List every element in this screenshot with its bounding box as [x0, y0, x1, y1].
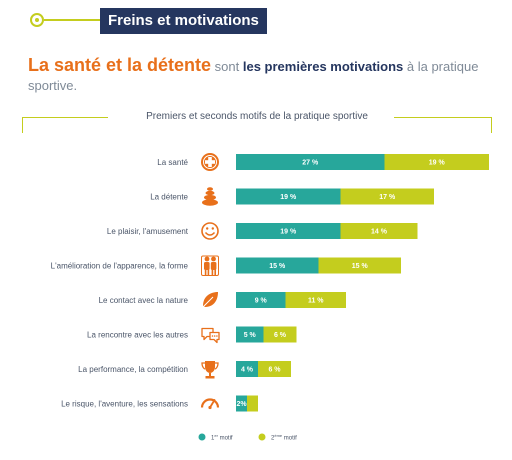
speech-bubbles-icon	[201, 327, 220, 344]
category-label-row-2: La détente	[150, 193, 188, 202]
bar-second-row-6	[263, 326, 297, 343]
value-label-second-row-6: 6 %	[274, 332, 287, 339]
headline: La santé et la détente sont les première…	[28, 56, 498, 95]
header-rule	[44, 19, 100, 21]
bar-second-row-1	[384, 154, 489, 170]
value-label-first-row-1: 27 %	[302, 160, 319, 167]
legend-entry-2: 2ème motif	[271, 433, 297, 442]
headline-highlight: La santé et la détente	[28, 55, 212, 75]
smiley-icon	[201, 222, 219, 240]
legend-marker-1	[198, 433, 206, 441]
bar-second-row-3	[340, 223, 418, 239]
bar-first-row-5	[236, 292, 286, 308]
section-title: Freins et motivations	[100, 8, 267, 34]
category-label-row-5: Le contact avec la nature	[99, 296, 189, 305]
value-label-first-row-7: 4 %	[241, 367, 254, 374]
trophy-icon	[201, 361, 219, 379]
bar-first-row-7	[236, 361, 258, 377]
health-cross-icon	[201, 153, 219, 171]
value-label-first-row-5: 9 %	[255, 298, 268, 305]
bar-second-row-4	[318, 257, 401, 274]
legend-marker-2	[258, 433, 266, 441]
bar-first-row-6	[236, 326, 264, 343]
bar-second-row-5	[285, 292, 346, 308]
bar-first-row-3	[236, 223, 341, 239]
people-icon	[201, 255, 219, 276]
header-dot-icon	[30, 13, 44, 27]
headline-text-2: à la pratique sportive.	[28, 59, 479, 93]
frame-rule-right	[394, 117, 492, 118]
bar-first-row-2	[236, 188, 341, 205]
frame-rule-left	[22, 117, 108, 118]
value-label-second-row-5: 11 %	[308, 298, 324, 305]
bar-second-row-2	[340, 188, 434, 205]
section-header: Freins et motivations	[30, 8, 267, 38]
stones-icon	[202, 187, 218, 206]
value-label-first-row-2: 19 %	[280, 194, 297, 201]
bar-second-row-8	[247, 395, 258, 412]
category-label-row-6: La rencontre avec les autres	[87, 331, 188, 340]
chart-title: Premiers et seconds motifs de la pratiqu…	[146, 111, 368, 122]
value-label-first-row-3: 19 %	[280, 229, 297, 236]
bar-first-row-4	[236, 257, 319, 274]
bar-first-row-8	[236, 395, 247, 412]
value-label-first-row-8: 2%	[237, 401, 248, 408]
value-label-second-row-4: 15 %	[352, 263, 369, 270]
value-label-second-row-8: 2%	[259, 401, 270, 408]
category-label-row-4: L'amélioration de l'apparence, la forme	[51, 262, 189, 271]
category-label-row-7: La performance, la compétition	[78, 365, 188, 374]
category-label-row-1: La santé	[157, 158, 188, 167]
legend-entry-1: 1er motif	[211, 433, 233, 442]
headline-text-1: sont	[211, 59, 243, 74]
bar-second-row-7	[258, 361, 291, 377]
motivation-chart: La santé 27 % 19 % La détente 19 % 17 % Le pla…	[51, 153, 489, 442]
leaf-icon	[201, 292, 218, 309]
frame-edge-left	[22, 117, 23, 133]
frame-edge-right	[491, 117, 492, 133]
chart-frame: Premiers et seconds motifs de la pratiqu…	[22, 111, 492, 450]
value-label-first-row-4: 15 %	[269, 263, 286, 270]
value-label-second-row-7: 6 %	[268, 367, 281, 374]
bar-first-row-1	[236, 154, 385, 170]
value-label-second-row-2: 17 %	[379, 194, 396, 201]
category-label-row-8: Le risque, l'aventure, les sensations	[61, 400, 188, 409]
category-label-row-3: Le plaisir, l'amusement	[107, 227, 189, 236]
value-label-first-row-6: 5 %	[244, 332, 257, 339]
value-label-second-row-1: 19 %	[429, 160, 446, 167]
value-label-second-row-3: 14 %	[371, 229, 388, 236]
headline-emphasis: les premières motivations	[242, 59, 404, 74]
speedometer-icon	[200, 398, 220, 410]
